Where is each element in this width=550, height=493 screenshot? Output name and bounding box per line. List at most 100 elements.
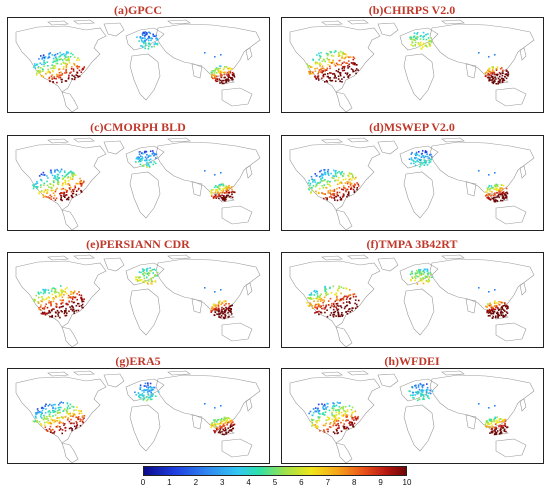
precip-cell bbox=[141, 159, 143, 161]
precip-cell bbox=[337, 311, 340, 314]
precip-cell bbox=[478, 170, 480, 172]
precip-cell bbox=[331, 414, 334, 417]
precip-cell bbox=[58, 419, 60, 422]
precip-cell bbox=[431, 276, 433, 278]
precip-cell bbox=[151, 398, 153, 401]
coastline-11 bbox=[347, 137, 369, 143]
precip-cell bbox=[498, 304, 501, 306]
precip-cell bbox=[309, 73, 311, 75]
precip-cell bbox=[61, 81, 63, 83]
coastline-9 bbox=[221, 87, 253, 107]
precip-cell bbox=[320, 67, 323, 70]
precip-cell bbox=[487, 73, 489, 75]
precip-cell bbox=[35, 183, 37, 185]
precip-cell bbox=[231, 419, 233, 422]
precip-cell bbox=[336, 199, 339, 202]
precip-cell bbox=[351, 418, 354, 420]
precip-cell bbox=[150, 277, 152, 280]
precip-cell bbox=[65, 191, 68, 193]
precip-cell bbox=[342, 195, 344, 197]
precip-cell bbox=[60, 196, 63, 199]
precip-cell bbox=[505, 314, 507, 316]
colorbar-tick-8: 8 bbox=[351, 478, 357, 487]
precip-cell bbox=[37, 411, 39, 414]
precip-cell bbox=[149, 382, 152, 385]
precip-cell bbox=[430, 153, 432, 156]
precip-cell bbox=[60, 401, 63, 403]
precip-cell bbox=[324, 172, 327, 174]
precip-cell bbox=[157, 391, 160, 393]
precip-cell bbox=[65, 51, 68, 53]
precip-cell bbox=[325, 186, 327, 189]
precip-cell bbox=[212, 77, 214, 80]
precip-cell bbox=[140, 394, 143, 396]
precip-cell bbox=[221, 306, 223, 309]
precip-cell bbox=[38, 191, 41, 193]
precip-cell bbox=[231, 188, 233, 191]
precip-cell bbox=[503, 430, 506, 432]
precip-cell bbox=[343, 57, 346, 60]
precip-cell bbox=[336, 298, 338, 300]
precip-cell bbox=[219, 67, 221, 70]
precip-cell bbox=[143, 389, 145, 392]
precip-cell bbox=[230, 313, 233, 315]
precip-cell bbox=[67, 419, 69, 421]
precip-cell bbox=[320, 178, 322, 180]
precip-cell bbox=[411, 38, 413, 41]
precip-cell bbox=[144, 388, 146, 391]
precip-cell bbox=[497, 315, 499, 318]
precip-cell bbox=[56, 176, 59, 178]
coastline-11 bbox=[73, 19, 95, 25]
precip-cell bbox=[498, 433, 501, 435]
precip-cell bbox=[500, 307, 503, 309]
coastline-6 bbox=[191, 298, 203, 314]
precip-cell bbox=[421, 386, 424, 389]
coastline-4 bbox=[129, 171, 161, 219]
precip-cell bbox=[339, 402, 341, 404]
precip-cell bbox=[66, 287, 68, 289]
precip-cell bbox=[420, 395, 422, 397]
precip-cell bbox=[325, 187, 328, 189]
precip-cell bbox=[332, 409, 335, 412]
coastline-12 bbox=[441, 19, 465, 25]
precip-cell bbox=[316, 407, 319, 410]
precip-cell bbox=[504, 304, 506, 306]
precip-cell bbox=[225, 302, 227, 305]
precip-cell bbox=[316, 76, 319, 78]
precip-cell bbox=[349, 56, 352, 58]
precip-cell bbox=[220, 54, 222, 56]
precip-cell bbox=[345, 62, 347, 64]
precip-cell bbox=[77, 416, 80, 418]
precip-cell bbox=[59, 411, 61, 414]
precip-cell bbox=[330, 51, 333, 53]
precip-cell bbox=[215, 78, 217, 80]
precip-cell bbox=[411, 41, 414, 44]
precip-cell bbox=[44, 56, 47, 58]
precip-cell bbox=[152, 152, 154, 154]
precip-cell bbox=[337, 55, 340, 57]
precip-cell bbox=[328, 417, 330, 419]
precip-cell bbox=[52, 300, 55, 303]
precip-cell bbox=[143, 397, 146, 400]
precip-cell bbox=[316, 62, 318, 65]
precip-cell bbox=[427, 272, 430, 274]
precip-cell bbox=[219, 431, 222, 434]
precip-cell bbox=[218, 187, 220, 189]
precip-cell bbox=[50, 169, 52, 172]
precip-cell bbox=[488, 308, 491, 311]
precip-cell bbox=[221, 426, 223, 428]
precip-cell bbox=[498, 419, 501, 421]
precip-cell bbox=[487, 315, 490, 317]
precip-cell bbox=[49, 425, 52, 428]
precip-cell bbox=[488, 197, 490, 199]
precip-cell bbox=[78, 187, 80, 190]
precip-cell bbox=[352, 426, 355, 428]
precip-cell bbox=[72, 296, 74, 298]
precip-cell bbox=[41, 58, 43, 60]
precip-cell bbox=[45, 403, 47, 406]
precip-cell bbox=[76, 182, 79, 185]
precip-cell bbox=[322, 301, 324, 304]
precip-cell bbox=[416, 153, 419, 156]
precip-cell bbox=[225, 431, 227, 433]
precip-cell bbox=[485, 425, 487, 427]
